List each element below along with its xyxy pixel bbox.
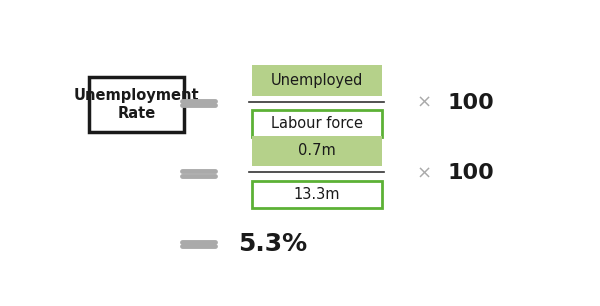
Text: Unemployment
Rate: Unemployment Rate xyxy=(74,88,199,121)
Text: Labour force: Labour force xyxy=(271,116,363,131)
Text: ×: × xyxy=(417,94,432,112)
Text: Unemployed: Unemployed xyxy=(271,73,363,88)
FancyBboxPatch shape xyxy=(252,136,382,166)
Text: ×: × xyxy=(417,164,432,182)
FancyBboxPatch shape xyxy=(252,65,382,95)
Text: 5.3%: 5.3% xyxy=(238,232,307,256)
FancyBboxPatch shape xyxy=(89,77,184,132)
Text: 13.3m: 13.3m xyxy=(293,187,340,202)
FancyBboxPatch shape xyxy=(252,110,382,137)
FancyBboxPatch shape xyxy=(252,181,382,208)
Text: 100: 100 xyxy=(447,163,494,183)
Text: 100: 100 xyxy=(447,93,494,113)
Text: 0.7m: 0.7m xyxy=(298,144,335,159)
